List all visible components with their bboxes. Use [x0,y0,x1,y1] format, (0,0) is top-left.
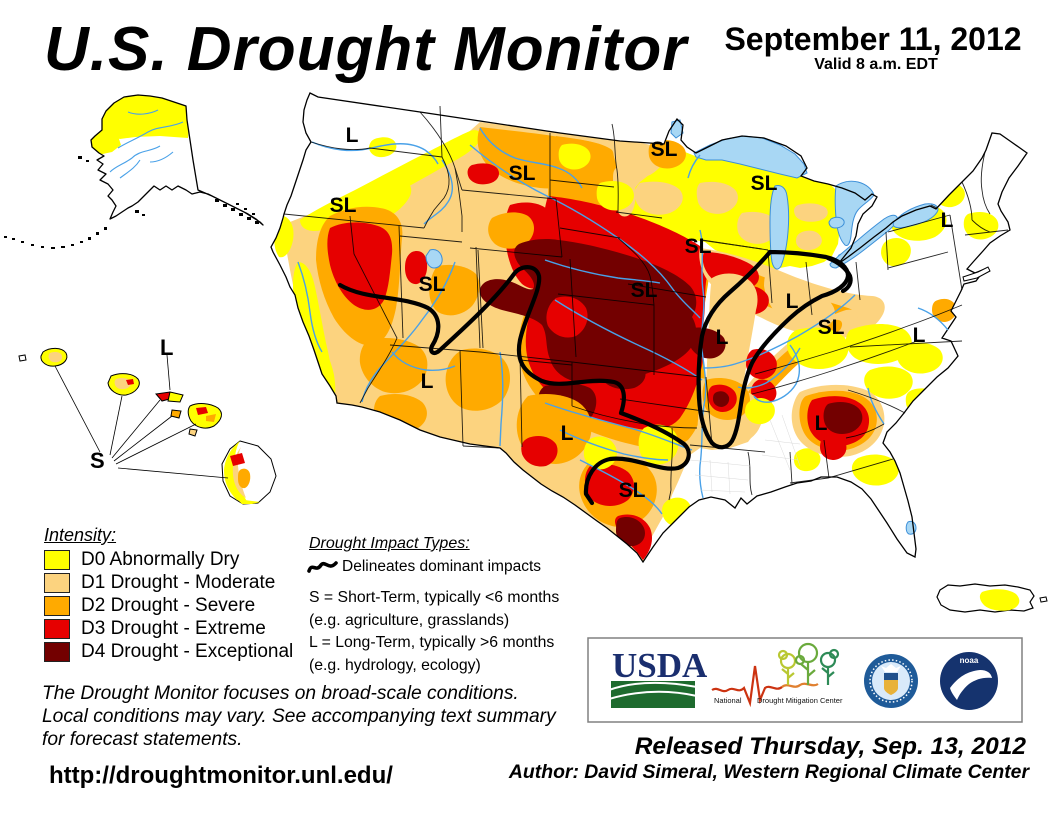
svg-text:L: L [786,290,799,313]
svg-text:SL: SL [651,138,678,161]
svg-text:L: L [160,335,173,360]
svg-text:National: National [714,696,742,705]
svg-text:SL: SL [619,479,646,502]
svg-text:SL: SL [631,279,658,302]
svg-text:SL: SL [330,194,357,217]
svg-text:SL: SL [818,316,845,339]
svg-text:L: L [913,324,926,347]
svg-text:L: L [941,209,954,232]
svg-text:L: L [815,412,828,435]
svg-text:S: S [90,448,105,473]
svg-text:SL: SL [419,273,446,296]
svg-text:SL: SL [685,235,712,258]
svg-text:noaa: noaa [960,656,979,665]
svg-text:SL: SL [509,162,536,185]
svg-text:L: L [421,370,434,393]
svg-text:L: L [561,422,574,445]
svg-text:SL: SL [751,172,778,195]
svg-text:USDA: USDA [612,646,708,685]
svg-text:L: L [346,124,359,147]
svg-text:L: L [716,326,729,349]
svg-text:Drought Mitigation Center: Drought Mitigation Center [757,696,843,705]
